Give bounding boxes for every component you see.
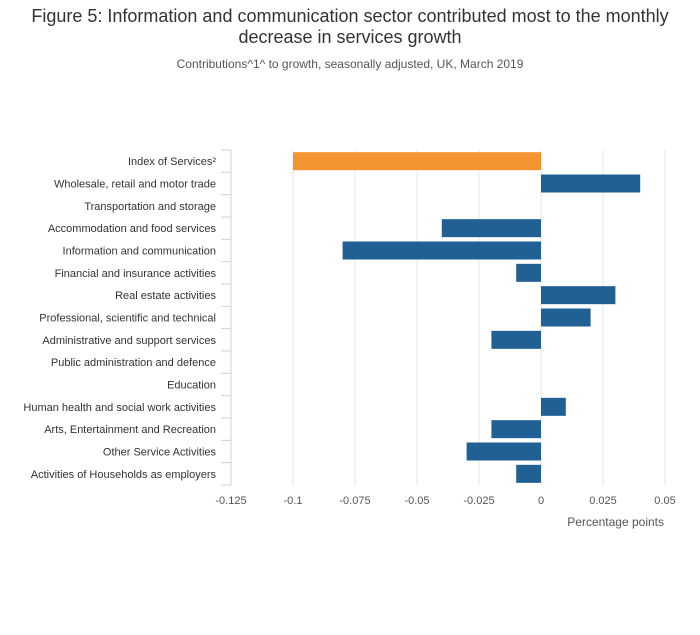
axes bbox=[221, 149, 232, 486]
category-label: Activities of Households as employers bbox=[31, 469, 217, 481]
grid-lines bbox=[292, 150, 666, 485]
x-tick-label: 0.025 bbox=[589, 495, 617, 507]
bar bbox=[516, 263, 541, 282]
category-label: Administrative and support services bbox=[42, 335, 216, 347]
category-label: Accommodation and food services bbox=[48, 223, 217, 235]
category-label: Arts, Entertainment and Recreation bbox=[44, 424, 216, 436]
bar bbox=[342, 241, 541, 260]
bar bbox=[541, 397, 566, 416]
bars bbox=[293, 152, 641, 483]
chart-subtitle: Contributions^1^ to growth, seasonally a… bbox=[176, 57, 524, 71]
category-label: Education bbox=[167, 380, 216, 392]
bar bbox=[541, 308, 591, 327]
category-label: Wholesale, retail and motor trade bbox=[54, 179, 216, 191]
bar bbox=[293, 152, 541, 171]
bar bbox=[541, 174, 641, 193]
x-tick-label: -0.075 bbox=[339, 495, 370, 507]
x-axis-title: Percentage points bbox=[567, 515, 664, 529]
category-label: Financial and insurance activities bbox=[55, 268, 217, 280]
x-tick-label: -0.1 bbox=[284, 495, 303, 507]
category-label: Transportation and storage bbox=[84, 201, 216, 213]
x-tick-label: -0.025 bbox=[463, 495, 494, 507]
bar bbox=[441, 219, 541, 238]
bar bbox=[491, 420, 541, 439]
bar bbox=[491, 330, 541, 349]
category-label: Other Service Activities bbox=[103, 447, 217, 459]
bar bbox=[516, 464, 541, 483]
category-label: Professional, scientific and technical bbox=[39, 313, 216, 325]
category-label: Public administration and defence bbox=[51, 357, 216, 369]
x-tick-label: -0.125 bbox=[215, 495, 246, 507]
chart-title: Figure 5: Information and communication … bbox=[31, 6, 669, 47]
x-tick-label: 0 bbox=[538, 495, 544, 507]
bar bbox=[541, 286, 616, 305]
category-label: Index of Services² bbox=[128, 156, 216, 168]
category-label: Information and communication bbox=[63, 246, 216, 258]
category-label: Real estate activities bbox=[115, 290, 216, 302]
labels: -0.125 -0.1 -0.075 -0.05 -0.025 0 0.025 0.05 Ind… bbox=[23, 156, 675, 507]
bar bbox=[466, 442, 541, 461]
x-tick-label: 0.05 bbox=[654, 495, 675, 507]
category-label: Human health and social work activities bbox=[23, 402, 216, 414]
x-tick-label: -0.05 bbox=[404, 495, 429, 507]
